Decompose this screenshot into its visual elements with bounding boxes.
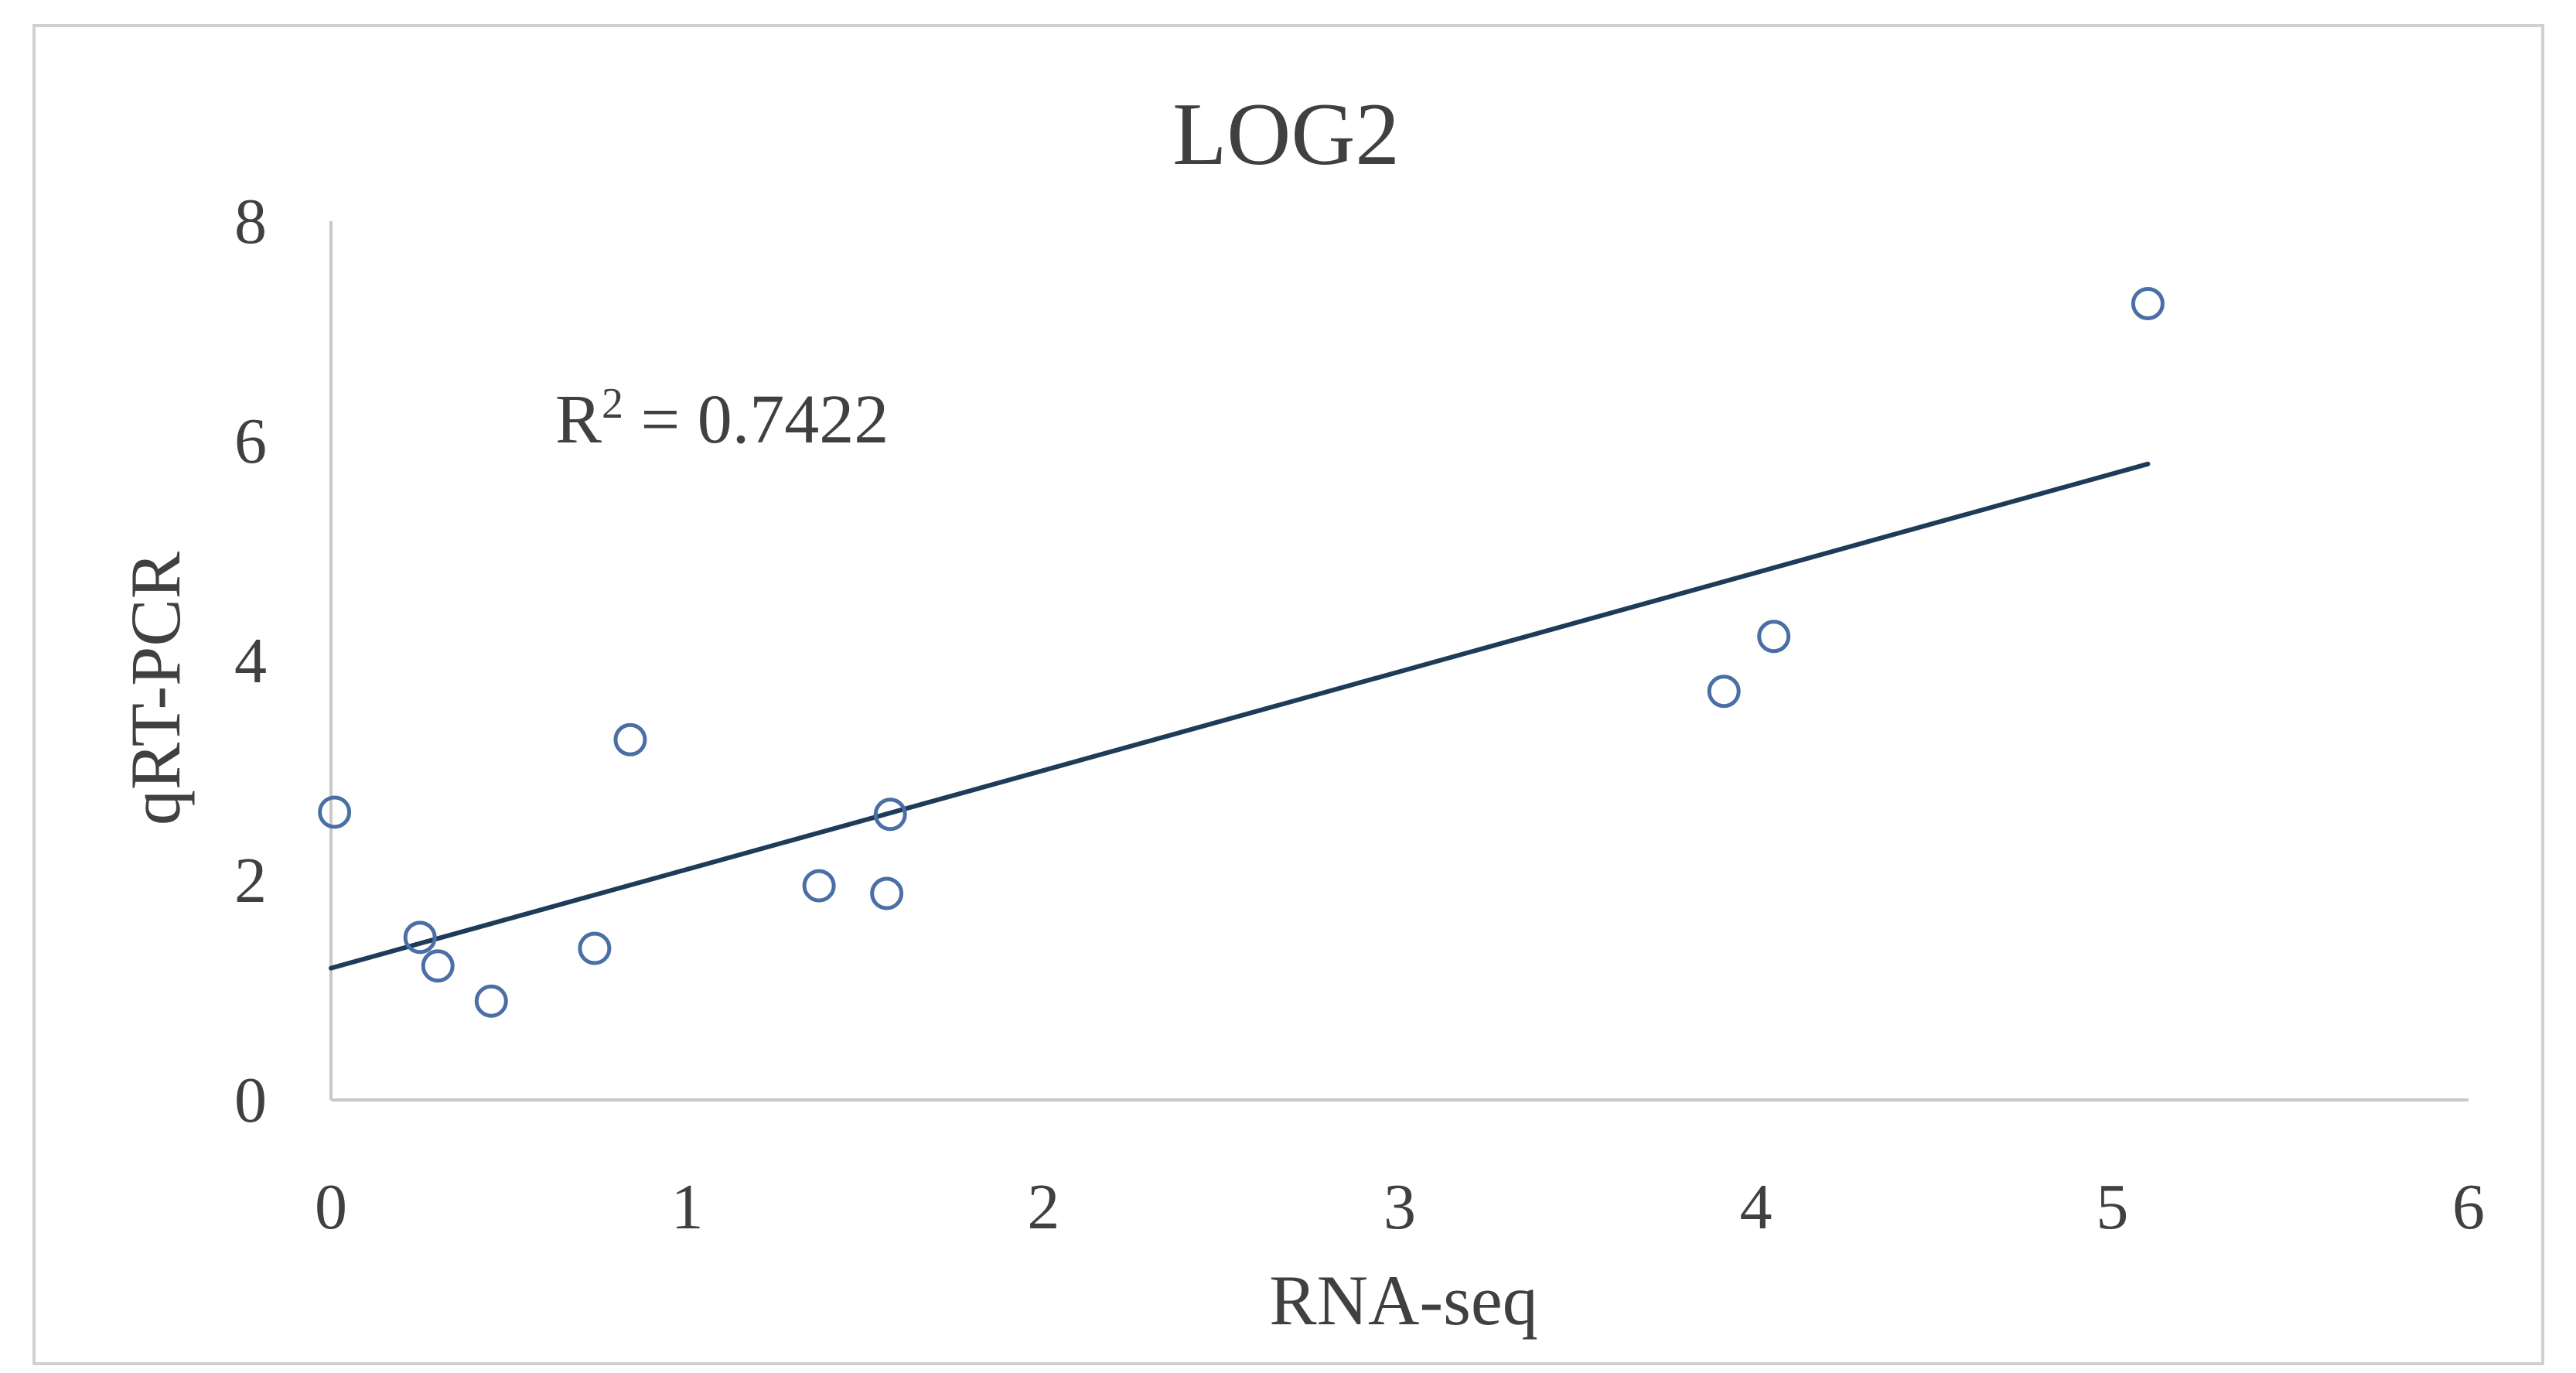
data-point xyxy=(1757,620,1791,654)
data-point xyxy=(2131,287,2165,320)
y-tick-label: 8 xyxy=(234,186,267,258)
axes xyxy=(329,221,2469,1101)
data-points xyxy=(318,287,2165,1018)
data-point xyxy=(802,869,836,903)
x-tick-label: 5 xyxy=(2096,1171,2128,1243)
r-squared-value: = 0.7422 xyxy=(623,381,889,458)
x-tick-label: 6 xyxy=(2452,1171,2485,1243)
data-point xyxy=(318,795,352,829)
data-point xyxy=(403,920,437,955)
data-point xyxy=(421,949,455,983)
r-squared-annotation: R2 = 0.7422 xyxy=(555,380,889,458)
x-axis-ticks: 0 1 2 3 4 5 6 xyxy=(315,1171,2485,1243)
x-tick-label: 2 xyxy=(1027,1171,1059,1243)
x-axis-label: RNA-seq xyxy=(1269,1261,1538,1340)
x-tick-label: 0 xyxy=(315,1171,347,1243)
data-point xyxy=(613,722,647,757)
y-tick-label: 4 xyxy=(234,625,267,697)
data-point xyxy=(1707,675,1741,709)
data-point xyxy=(578,931,612,965)
y-axis-ticks: 0 2 4 6 8 xyxy=(234,186,267,1136)
y-tick-label: 6 xyxy=(234,405,267,477)
x-tick-label: 4 xyxy=(1740,1171,1772,1243)
y-axis-label: qRT-PCR xyxy=(116,551,195,825)
data-point xyxy=(474,984,508,1018)
chart-title: LOG2 xyxy=(1172,85,1400,183)
r-squared-superscript: 2 xyxy=(602,380,623,428)
trendline xyxy=(329,461,2151,971)
data-point xyxy=(870,876,904,910)
data-point xyxy=(873,798,907,832)
r-squared-base: R xyxy=(555,381,602,458)
y-tick-label: 2 xyxy=(234,845,267,917)
y-tick-label: 0 xyxy=(234,1064,267,1136)
x-tick-label: 1 xyxy=(671,1171,704,1243)
chart-border xyxy=(32,24,2544,1365)
x-tick-label: 3 xyxy=(1384,1171,1416,1243)
